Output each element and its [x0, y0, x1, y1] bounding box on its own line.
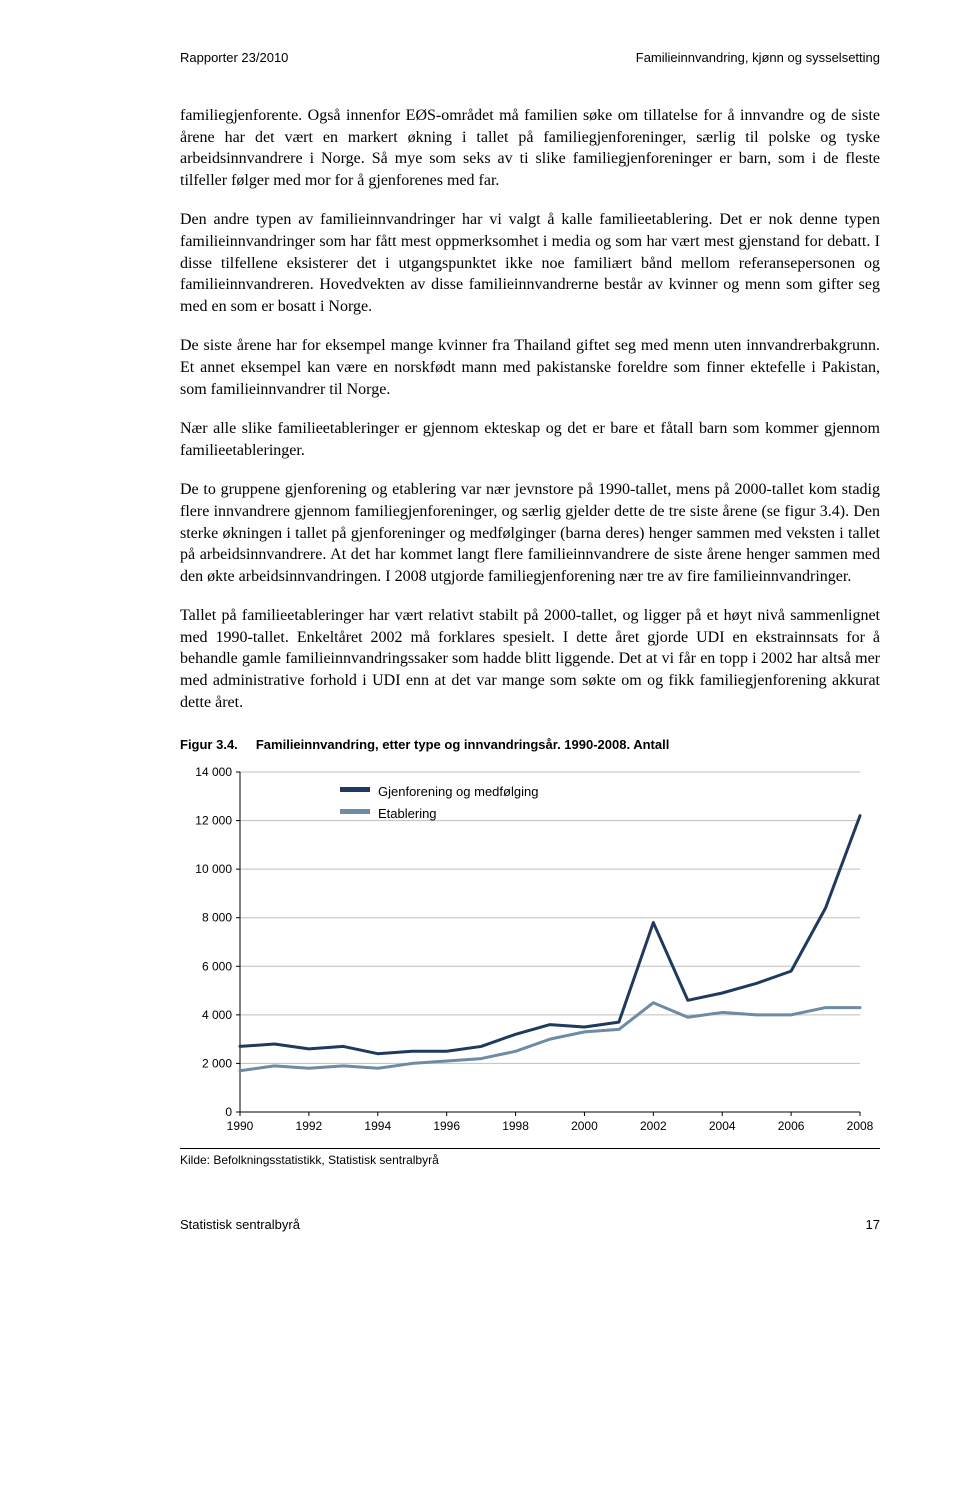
svg-text:14 000: 14 000	[195, 765, 232, 779]
paragraph: De siste årene har for eksempel mange kv…	[180, 335, 880, 400]
footer-page-number: 17	[866, 1217, 880, 1232]
svg-text:1992: 1992	[296, 1119, 323, 1133]
svg-text:0: 0	[225, 1105, 232, 1119]
figure-caption: Familieinnvandring, etter type og innvan…	[256, 737, 669, 752]
svg-text:4 000: 4 000	[202, 1008, 232, 1022]
svg-text:2000: 2000	[571, 1119, 598, 1133]
svg-text:Etablering: Etablering	[378, 806, 437, 821]
svg-text:1996: 1996	[433, 1119, 460, 1133]
header-right: Familieinnvandring, kjønn og sysselsetti…	[636, 50, 880, 65]
paragraph: familiegjenforente. Også innenfor EØS-om…	[180, 105, 880, 191]
line-chart: 0 2 000 4 000 6 000 8 000 10 000 12 000 14 000 1…	[180, 762, 880, 1142]
svg-text:1998: 1998	[502, 1119, 529, 1133]
paragraph: De to gruppene gjenforening og etablerin…	[180, 479, 880, 587]
svg-text:8 000: 8 000	[202, 911, 232, 925]
body-text: familiegjenforente. Også innenfor EØS-om…	[180, 105, 880, 713]
figure-label: Figur 3.4.	[180, 737, 238, 752]
footer-left: Statistisk sentralbyrå	[180, 1217, 300, 1232]
paragraph: Den andre typen av familieinnvandringer …	[180, 209, 880, 317]
page: Rapporter 23/2010 Familieinnvandring, kj…	[0, 0, 960, 1272]
svg-text:2 000: 2 000	[202, 1057, 232, 1071]
header-left: Rapporter 23/2010	[180, 50, 288, 65]
svg-text:6 000: 6 000	[202, 960, 232, 974]
page-footer: Statistisk sentralbyrå 17	[180, 1217, 880, 1232]
svg-text:10 000: 10 000	[195, 862, 232, 876]
svg-text:12 000: 12 000	[195, 814, 232, 828]
figure-title: Figur 3.4. Familieinnvandring, etter typ…	[180, 737, 880, 752]
chart-svg: 0 2 000 4 000 6 000 8 000 10 000 12 000 14 000 1…	[180, 762, 880, 1142]
svg-text:1994: 1994	[364, 1119, 391, 1133]
svg-text:2008: 2008	[847, 1119, 874, 1133]
svg-text:Gjenforening og medfølging: Gjenforening og medfølging	[378, 784, 538, 799]
svg-text:2006: 2006	[778, 1119, 805, 1133]
page-header: Rapporter 23/2010 Familieinnvandring, kj…	[180, 50, 880, 65]
svg-text:2004: 2004	[709, 1119, 736, 1133]
svg-text:1990: 1990	[227, 1119, 254, 1133]
paragraph: Tallet på familieetableringer har vært r…	[180, 605, 880, 713]
paragraph: Nær alle slike familieetableringer er gj…	[180, 418, 880, 461]
figure-source: Kilde: Befolkningsstatistikk, Statistisk…	[180, 1148, 880, 1167]
svg-text:2002: 2002	[640, 1119, 667, 1133]
